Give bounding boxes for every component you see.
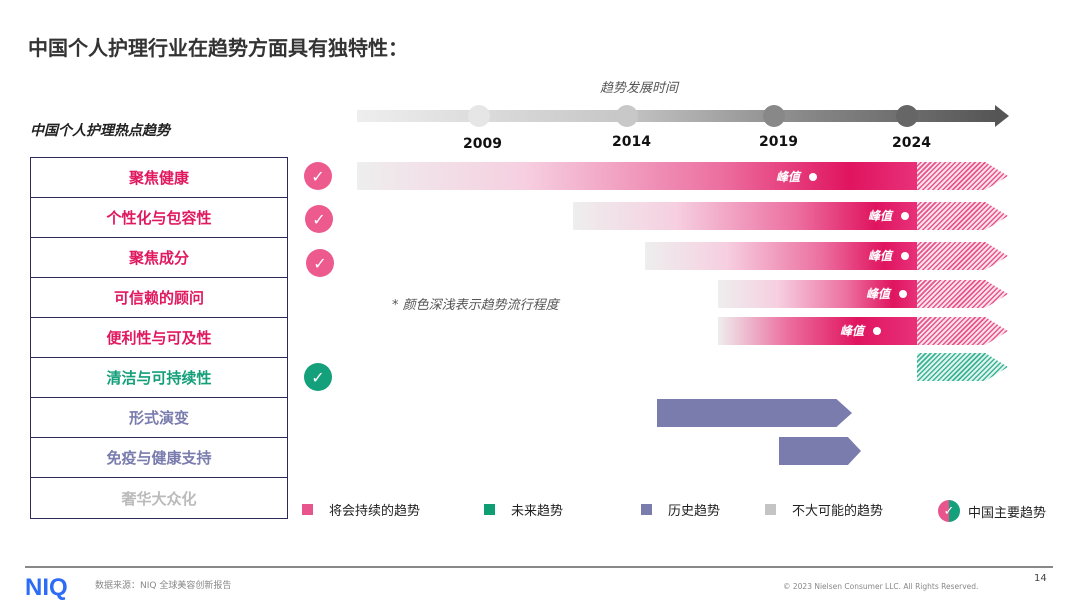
trend-list-title: 中国个人护理热点趋势 [30, 123, 170, 139]
trend-row: 便利性与可及性 [31, 318, 287, 358]
trend-forecast-hatch [917, 317, 1008, 345]
axis-label: 趋势发展时间 [600, 81, 679, 96]
future-trend-hatch [917, 353, 1008, 381]
arrow-icon [995, 105, 1009, 127]
timeline-axis [357, 110, 997, 122]
legend-label: 历史趋势 [668, 504, 721, 519]
check-icon: ✓ [305, 205, 333, 233]
source-text: 数据来源：NIQ 全球美容创新报告 [95, 581, 232, 591]
trend-bar [573, 202, 917, 230]
footer-divider [25, 566, 1053, 568]
year-label: 2009 [463, 136, 502, 152]
niq-logo: NIQ [25, 574, 68, 601]
check-icon: ✓ [304, 363, 332, 391]
peak-marker: 峰值 [866, 285, 908, 302]
check-icon: ✓ [306, 249, 334, 277]
trend-forecast-hatch [917, 242, 1008, 270]
year-label: 2019 [759, 134, 798, 150]
timeline-dot [616, 105, 638, 127]
peak-marker: 峰值 [840, 322, 882, 339]
historical-trend-bar [779, 437, 861, 465]
trend-row: 奢华大众化 [121, 489, 197, 508]
trend-bar [718, 317, 917, 345]
legend-item: 不大可能的趋势 [765, 500, 883, 519]
trend-row: 形式演变 [31, 398, 287, 438]
trend-bar [357, 162, 917, 190]
peak-label: 峰值 [840, 324, 865, 338]
legend-swatch [765, 504, 776, 515]
color-note: * 颜色深浅表示趋势流行程度 [392, 298, 559, 313]
legend-item: 历史趋势 [641, 500, 720, 519]
peak-label: 峰值 [868, 209, 893, 223]
trend-forecast-hatch [917, 280, 1008, 308]
trend-bar [718, 280, 917, 308]
trend-forecast-hatch [917, 202, 1008, 230]
china-major-check-icon: ✓ [938, 500, 960, 522]
peak-marker: 峰值 [776, 168, 818, 185]
timeline-dot [468, 105, 490, 127]
timeline-dot [896, 105, 918, 127]
check-icon: ✓ [304, 162, 332, 190]
trend-row: 清洁与可持续性 [31, 358, 287, 398]
trend-row: 免疫与健康支持 [31, 438, 287, 478]
historical-trend-bar [657, 399, 852, 427]
page-title: 中国个人护理行业在趋势方面具有独特性： [28, 36, 408, 60]
trend-row: 个性化与包容性 [31, 198, 287, 238]
trend-forecast-hatch [917, 162, 1008, 190]
legend-item: 未来趋势 [484, 500, 563, 519]
legend-label: 将会持续的趋势 [329, 504, 421, 519]
trend-row: 可信赖的顾问 [31, 278, 287, 318]
peak-label: 峰值 [776, 170, 801, 184]
legend-label: 未来趋势 [511, 504, 564, 519]
trend-row: 聚焦健康 [31, 158, 287, 198]
peak-marker: 峰值 [868, 247, 910, 264]
timeline-dot [763, 105, 785, 127]
trend-bar [645, 242, 917, 270]
trend-table: 聚焦健康 个性化与包容性 聚焦成分 可信赖的顾问 便利性与可及性 清洁与可持续性… [30, 157, 288, 519]
year-label: 2024 [892, 135, 931, 151]
peak-label: 峰值 [868, 249, 893, 263]
year-label: 2014 [612, 134, 651, 150]
peak-label: 峰值 [866, 287, 891, 301]
legend-swatch [302, 504, 313, 515]
legend-item: ✓ 中国主要趋势 [938, 500, 1046, 522]
legend-label: 不大可能的趋势 [792, 504, 884, 519]
legend-label: 中国主要趋势 [968, 505, 1047, 521]
legend-swatch [484, 504, 495, 515]
legend-item: 将会持续的趋势 [302, 500, 420, 519]
trend-row: 聚焦成分 [31, 238, 287, 278]
page-number: 14 [1034, 573, 1047, 584]
peak-marker: 峰值 [868, 207, 910, 224]
copyright-text: © 2023 Nielsen Consumer LLC. All Rights … [783, 582, 979, 591]
legend-swatch [641, 504, 652, 515]
